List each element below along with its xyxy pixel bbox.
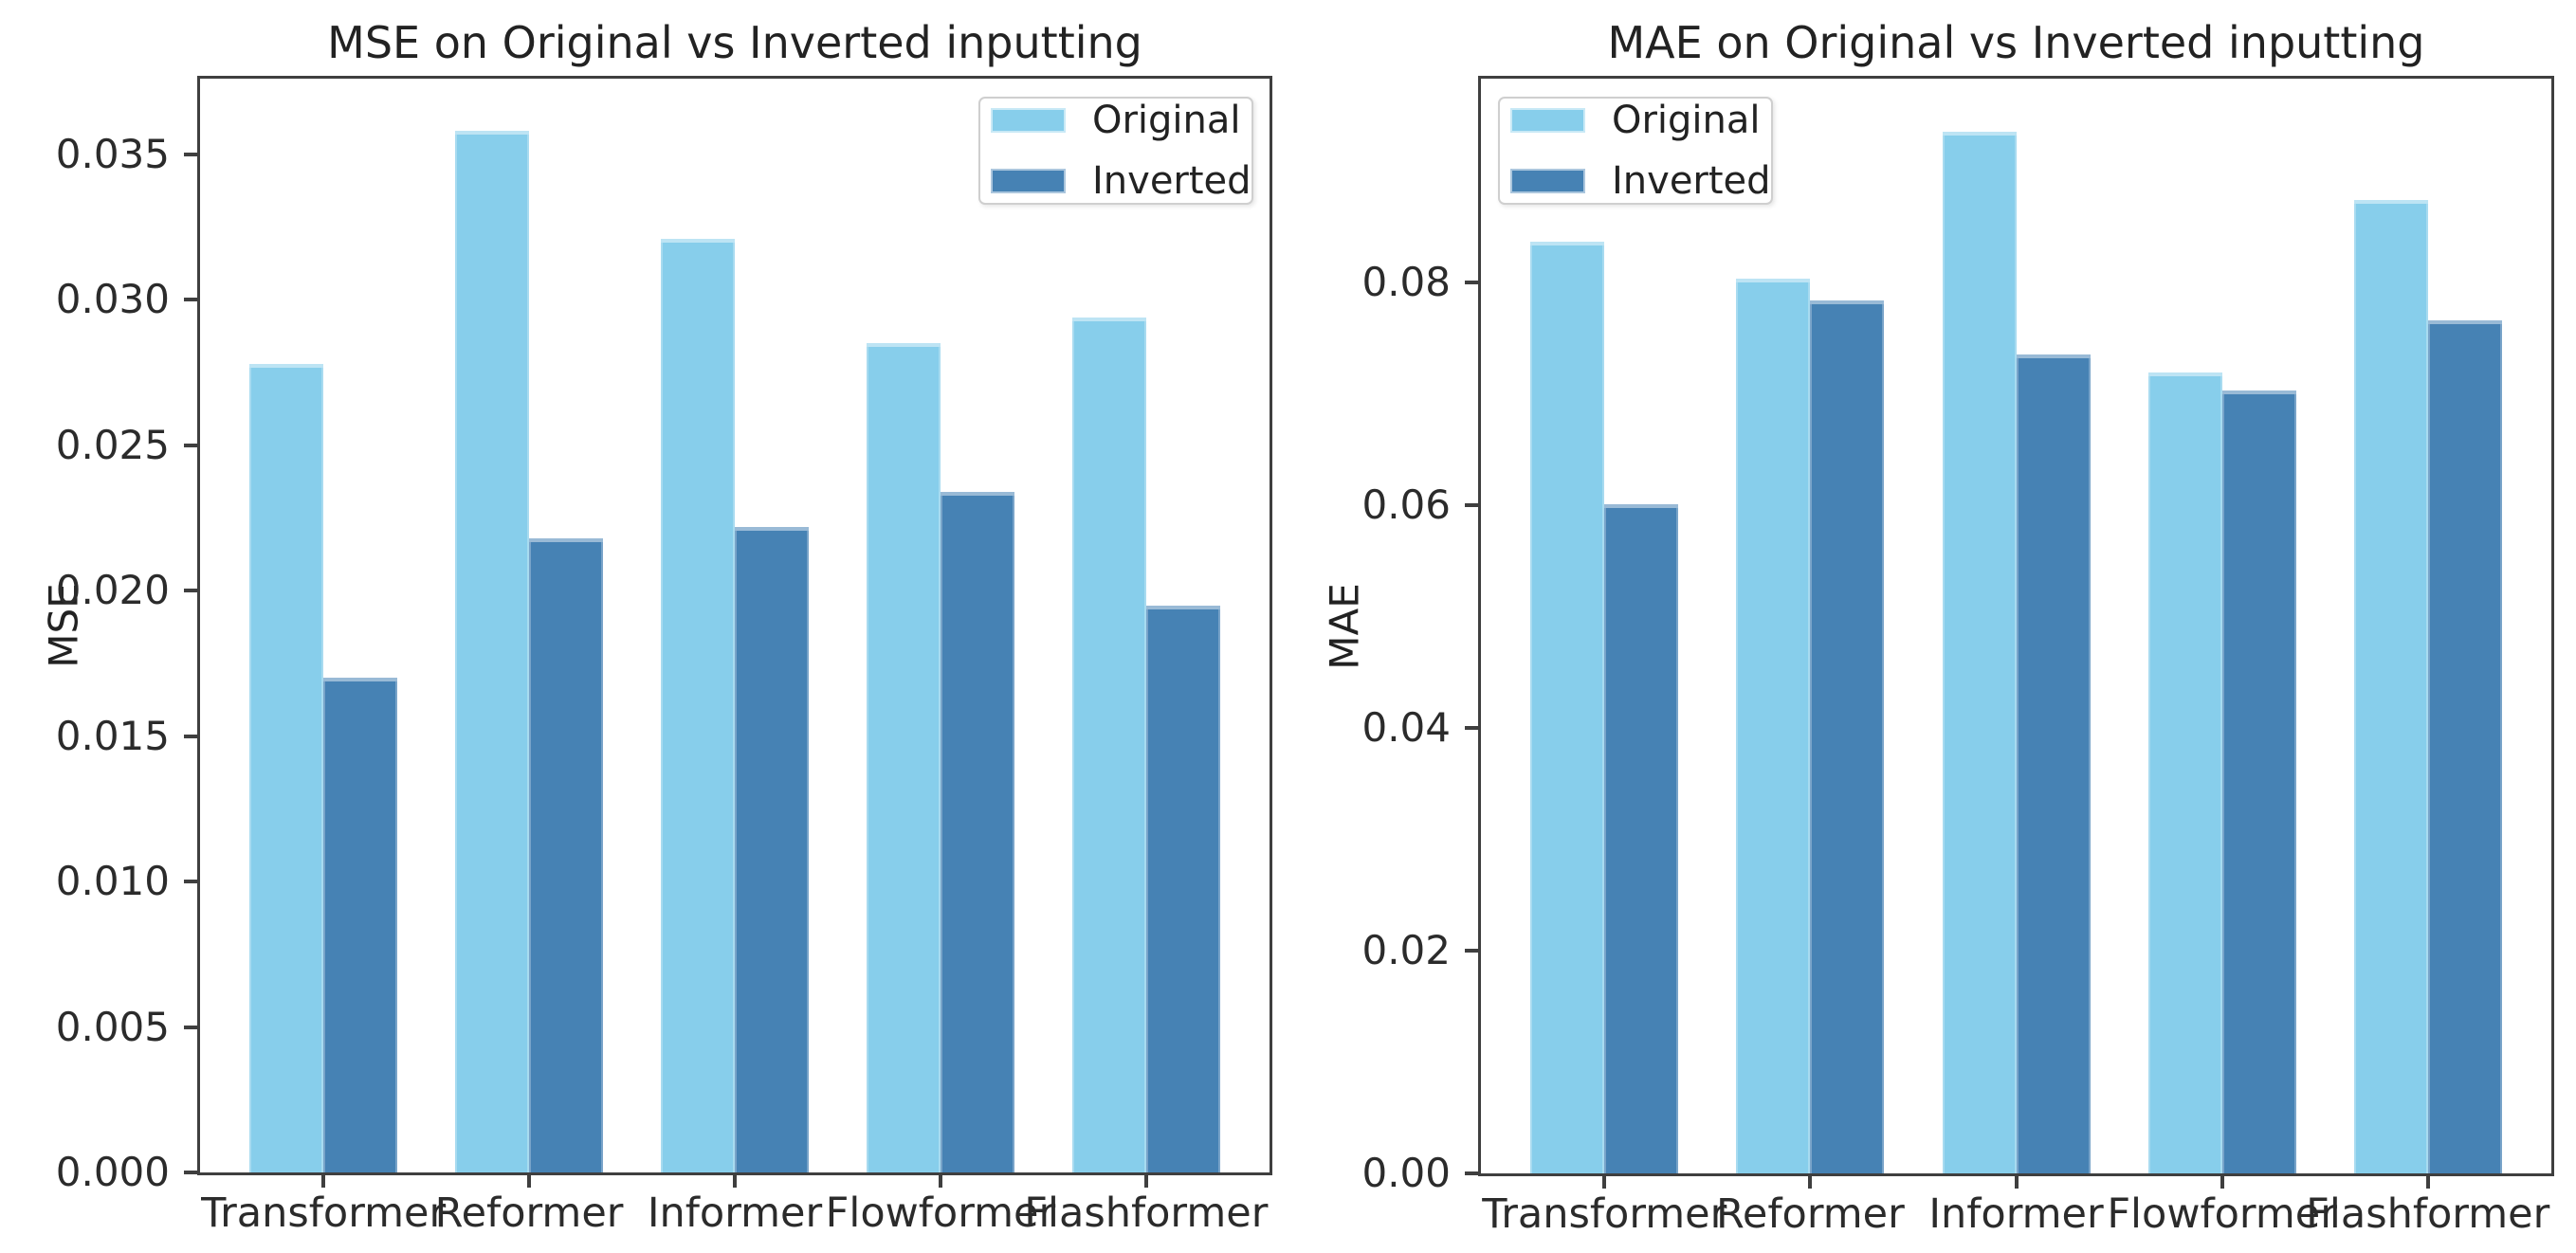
chart-title: MSE on Original vs Inverted inputting: [327, 17, 1142, 68]
legend-item: Inverted: [1510, 162, 1771, 200]
y-tick-mark: [184, 152, 197, 156]
legend: Original Inverted: [1498, 97, 1773, 205]
x-tick-mark: [733, 1175, 737, 1188]
x-tick-mark: [321, 1175, 326, 1188]
x-tick-label: Transformer: [201, 1189, 447, 1237]
x-tick-mark: [938, 1175, 942, 1188]
legend-label: Inverted: [1092, 159, 1251, 203]
x-tick-label: Flashformer: [1024, 1189, 1269, 1237]
y-tick-mark: [184, 1025, 197, 1029]
x-tick-mark: [2425, 1176, 2430, 1189]
legend-swatch-original: [991, 108, 1066, 133]
y-tick-mark: [184, 589, 197, 593]
y-tick-label: 0.020: [55, 567, 170, 614]
bar-flowformer-inverted: [2221, 390, 2296, 1173]
x-tick-mark: [2014, 1176, 2019, 1189]
y-tick-label: 0.04: [1361, 704, 1451, 751]
y-tick-mark: [1465, 1171, 1478, 1175]
bar-transformer-original: [249, 363, 324, 1172]
y-tick-label: 0.08: [1361, 259, 1451, 306]
x-tick-label: Flowformer: [825, 1189, 1056, 1237]
y-tick-label: 0.00: [1361, 1150, 1451, 1196]
legend-label: Original: [1092, 99, 1241, 142]
bar-reformer-original: [1736, 279, 1811, 1173]
y-tick-label: 0.025: [55, 421, 170, 468]
chart-title: MAE on Original vs Inverted inputting: [1607, 17, 2425, 68]
y-tick-label: 0.000: [55, 1149, 170, 1195]
legend: Original Inverted: [978, 97, 1253, 205]
bar-transformer-inverted: [1604, 503, 1679, 1173]
x-tick-label: Reformer: [1715, 1190, 1905, 1238]
bar-flashformer-original: [1071, 317, 1146, 1172]
bar-reformer-inverted: [1810, 300, 1885, 1173]
y-tick-label: 0.035: [55, 130, 170, 177]
y-tick-label: 0.02: [1361, 927, 1451, 973]
legend-item: Original: [991, 101, 1241, 139]
bar-informer-inverted: [2016, 354, 2091, 1173]
y-tick-mark: [1465, 726, 1478, 730]
y-tick-label: 0.005: [55, 1003, 170, 1050]
legend-swatch-inverted: [1510, 169, 1585, 193]
bar-reformer-inverted: [529, 537, 604, 1172]
y-tick-mark: [1465, 503, 1478, 507]
x-tick-mark: [1602, 1176, 1607, 1189]
y-tick-label: 0.06: [1361, 481, 1451, 528]
legend-item: Original: [1510, 101, 1761, 139]
x-tick-label: Reformer: [434, 1189, 624, 1237]
x-tick-mark: [527, 1175, 532, 1188]
bar-flowformer-original: [2147, 372, 2222, 1173]
y-tick-label: 0.015: [55, 712, 170, 759]
bar-flowformer-inverted: [940, 491, 1014, 1172]
x-tick-mark: [1143, 1175, 1148, 1188]
y-tick-mark: [1465, 949, 1478, 953]
legend-label: Original: [1612, 99, 1761, 142]
x-tick-label: Flashformer: [2306, 1190, 2550, 1238]
x-tick-label: Informer: [647, 1189, 823, 1237]
x-tick-mark: [2220, 1176, 2224, 1189]
bar-flashformer-original: [2353, 200, 2428, 1173]
y-tick-mark: [184, 443, 197, 447]
x-tick-label: Transformer: [1482, 1190, 1727, 1238]
x-tick-label: Informer: [1928, 1190, 2104, 1238]
y-tick-mark: [184, 298, 197, 302]
bar-transformer-inverted: [323, 678, 398, 1172]
y-tick-label: 0.030: [55, 276, 170, 323]
x-tick-mark: [1808, 1176, 1813, 1189]
legend-item: Inverted: [991, 162, 1251, 200]
bar-flashformer-inverted: [1145, 605, 1220, 1172]
legend-swatch-inverted: [991, 169, 1066, 193]
y-tick-label: 0.010: [55, 858, 170, 905]
x-tick-label: Flowformer: [2107, 1190, 2337, 1238]
bar-informer-original: [661, 238, 735, 1172]
bar-reformer-original: [455, 131, 530, 1172]
bar-flowformer-original: [866, 343, 941, 1172]
bar-flashformer-inverted: [2427, 319, 2502, 1173]
y-tick-mark: [184, 734, 197, 738]
y-axis-label: MAE: [1321, 582, 1368, 670]
bar-transformer-original: [1530, 241, 1605, 1173]
bar-informer-inverted: [735, 526, 809, 1172]
y-tick-mark: [1465, 281, 1478, 285]
y-tick-mark: [184, 880, 197, 884]
legend-swatch-original: [1510, 108, 1585, 133]
legend-label: Inverted: [1612, 159, 1771, 203]
bar-informer-original: [1942, 132, 2017, 1173]
y-tick-mark: [184, 1171, 197, 1174]
